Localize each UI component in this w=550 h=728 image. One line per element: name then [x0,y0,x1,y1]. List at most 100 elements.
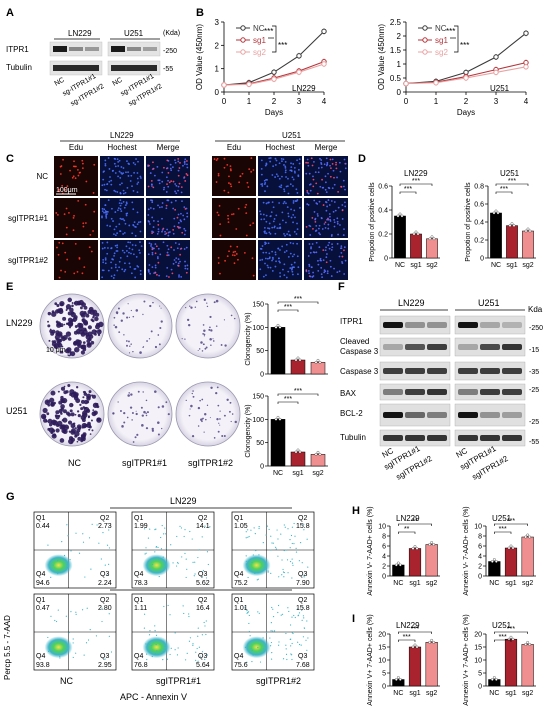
cell [307,270,310,272]
cell [139,230,142,233]
cell [101,215,103,218]
cell [308,243,311,245]
dot [526,533,530,537]
cell [153,174,156,177]
cell [73,214,75,217]
flow-event [207,563,209,566]
flow-event [267,570,269,572]
cell [219,234,222,237]
colony [167,413,170,416]
cell [292,221,294,224]
cell [228,175,230,178]
flow-event [162,533,165,535]
cell [263,218,266,221]
colony [58,309,64,315]
cell [340,185,343,188]
cell [164,230,166,233]
cell [181,200,183,203]
micro-col-label: Edu [69,143,83,152]
cell [171,166,174,169]
colony [61,399,65,404]
cell [151,266,154,269]
y-tick-label: 3 [215,18,220,27]
cell [89,233,92,236]
y-tick-label: 2.5 [390,18,402,27]
y-tick-label: 0 [478,574,482,581]
flow-density [142,554,171,577]
colony [90,340,95,345]
y-tick-label: 150 [252,394,264,401]
cell [161,217,163,220]
cell [84,203,87,206]
cell [229,165,232,168]
colony [213,301,216,304]
cell [325,191,328,194]
cell [285,249,288,252]
wb-f-band [458,389,478,395]
cell [61,184,64,187]
colony [210,386,213,389]
cell [137,181,140,184]
bar-sg2 [521,644,534,687]
cell [77,199,80,202]
flow-event [263,648,265,650]
flow-event [165,547,168,549]
colony [71,302,74,304]
colony [224,344,227,347]
sig-bracket [272,25,277,53]
flow-event [254,572,256,575]
y-tick-label: 0.5 [390,74,402,83]
flow-event [69,558,71,561]
cell [275,260,277,263]
cell [228,182,230,184]
cell [102,178,105,181]
cell [217,256,220,259]
cell [123,206,126,209]
dot [494,678,498,681]
colony [113,316,116,319]
cell [308,224,311,227]
cell [127,241,130,244]
flow-event [82,533,84,535]
cell [307,255,310,257]
flow-event [166,658,168,660]
cell [267,227,269,230]
cell [277,175,279,178]
y-tick-label: 20 [474,632,482,639]
flow-event [189,637,192,639]
cell [331,243,333,246]
y-tick-label: 10 [474,524,482,531]
cell [333,201,336,203]
cell [125,202,128,205]
cell [119,183,121,186]
y-tick-label: 0.8 [474,184,484,191]
cell [170,246,173,249]
cell [101,247,104,250]
micrograph [212,240,256,280]
cell [107,269,110,272]
cell [106,252,109,255]
cell [286,233,289,235]
cell [320,266,323,269]
colony [80,306,83,310]
colony [197,425,200,427]
bar-sg2 [425,544,438,577]
flow-event [59,657,61,659]
wb-f-band [458,412,478,418]
cell [152,207,155,210]
cell [232,213,235,215]
flow-event [184,529,186,531]
cell [306,191,309,194]
flow-event [298,643,301,646]
cell [279,272,281,274]
cell [259,213,262,216]
cell [219,272,221,275]
cell [177,262,180,265]
sig-bracket [399,183,433,186]
panel-label-e: E [6,281,13,293]
cell [114,234,117,237]
cell [76,168,79,171]
cell [313,160,315,163]
cell [246,181,249,184]
